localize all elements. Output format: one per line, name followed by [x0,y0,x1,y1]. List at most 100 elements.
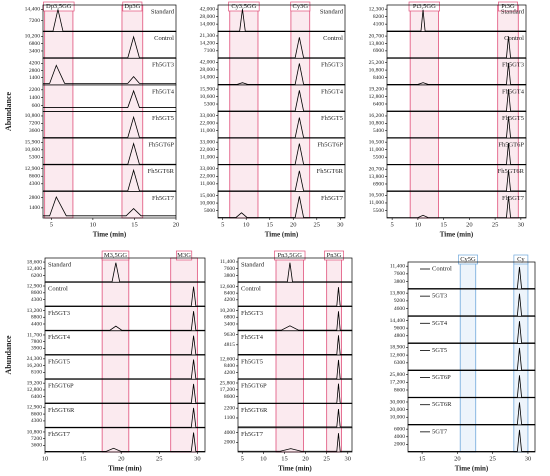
x-tick-label: 10 [243,221,250,228]
legend-label: Fh5GT6P [148,142,174,149]
legend-label: 5GT6R [432,401,452,408]
legend-label: Fh5GT6R [148,168,175,175]
y-tick-label: 13,800 [369,41,385,47]
y-tick-label: 2800 [29,195,40,201]
y-tick-label: 8600 [29,174,40,180]
y-tick-label: 8400 [224,290,235,296]
y-tick-label: 7200 [29,18,40,24]
y-tick-label: 7800 [31,339,42,345]
row-frame [386,191,527,219]
highlight-label-box [43,1,75,12]
y-tick-label: 18,600 [27,259,43,265]
trace [238,433,352,452]
legend-label: Standard [151,8,175,15]
y-tick-label: 8100 [31,370,42,376]
highlight-label-box [175,250,193,261]
y-tick-label: 5300 [29,155,40,161]
y-tick-label: 2000 [394,442,405,448]
legend-label: Fh5GT6P [317,142,343,149]
legend-label: Fh5GT5 [502,115,524,122]
x-tick-label: 25 [323,455,330,462]
highlight-region [459,261,477,453]
y-tick-label: 18,900 [390,345,406,351]
y-tick-label: 15,900 [25,140,41,146]
trace [218,117,345,139]
trace [43,115,176,138]
trace [387,9,526,32]
y-tick-label: 25,200 [369,60,385,66]
y-tick-label: 11,000 [200,155,215,161]
trace [387,116,526,139]
legend-label: Fh5GT4 [321,88,344,95]
y-tick-label: 7600 [224,266,235,272]
trace [218,63,345,85]
y-tick-label: 12,600 [390,352,406,358]
legend-label: Fh5GT5 [152,115,174,122]
highlight-label: Dp3G [124,3,140,10]
x-tick-label: 10 [415,221,422,228]
highlight-label: Pt3,5GG [413,3,436,10]
y-tick-label: 3800 [394,279,405,285]
x-tick-label: 30 [518,221,525,228]
trace [43,168,176,192]
legend-label: 5GT5 [432,347,447,354]
y-tick-label: 6000 [394,426,405,432]
y-tick-label: 33,000 [200,139,216,145]
y-tick-label: 7100 [204,48,215,54]
trace [43,142,176,165]
y-tick-label: 12,300 [369,6,385,12]
x-tick-label: 10 [260,455,267,462]
trace [408,293,535,317]
y-tick-label: 12,400 [27,266,43,272]
legend-label: Control [432,265,452,272]
y-tick-label: 5500 [373,155,384,161]
y-tick-label: 4300 [29,181,40,187]
trace [408,347,535,371]
legend-label: Fh5GT5 [241,358,263,365]
highlight-label: Cy3G [293,3,309,10]
trace [45,359,205,380]
legend-label: Fh5GT7 [241,431,264,438]
y-tick-label: 600 [32,103,41,109]
highlight-label: Pt3G [501,3,515,10]
y-tick-label: 6400 [31,394,42,400]
trace [408,429,535,452]
x-tick-label: 25 [156,455,163,462]
trace [408,266,535,289]
x-tick-label: 15 [266,221,273,228]
legend-label: Fh5GT7 [48,431,71,438]
legend-label: Fh5GT3 [152,62,174,69]
x-tick-label: 5 [241,455,244,462]
y-tick-label: 11,400 [220,259,235,265]
legend-label: Fh5GT7 [321,195,344,202]
trace [218,170,345,192]
x-tick-label: 25 [489,455,496,462]
legend-label: Fh5GT3 [502,62,524,69]
y-tick-label: 13,800 [390,290,406,296]
y-tick-label: 3400 [224,321,235,327]
highlight-label-box [274,250,306,261]
x-tick-label: 15 [131,221,138,228]
trace [408,375,535,398]
y-tick-label: 16,800 [369,67,385,73]
y-tick-label: 33,000 [200,113,216,119]
highlight-label: Cy5G [460,256,476,263]
y-tick-label: 14,000 [200,75,216,81]
legend-label: 5GT3 [432,293,447,300]
trace [387,36,526,59]
y-tick-label: 8200 [373,14,384,20]
y-tick-label: 5400 [373,128,384,134]
y-tick-label: 12,900 [25,166,41,172]
y-tick-label: 1400 [29,75,40,81]
y-tick-label: 5000 [204,208,215,214]
x-tick-label: 25 [492,221,499,228]
y-tick-label: 9200 [394,298,405,304]
x-tick-label: 10 [90,221,97,228]
y-tick-label: 3900 [31,346,42,352]
trace [387,62,526,85]
y-tick-label: 8800 [31,315,42,321]
trace [387,169,526,192]
y-tick-label: 28,000 [200,14,216,20]
x-tick-label: 20 [173,221,180,228]
legend-label: Fh5GT3 [321,62,343,69]
